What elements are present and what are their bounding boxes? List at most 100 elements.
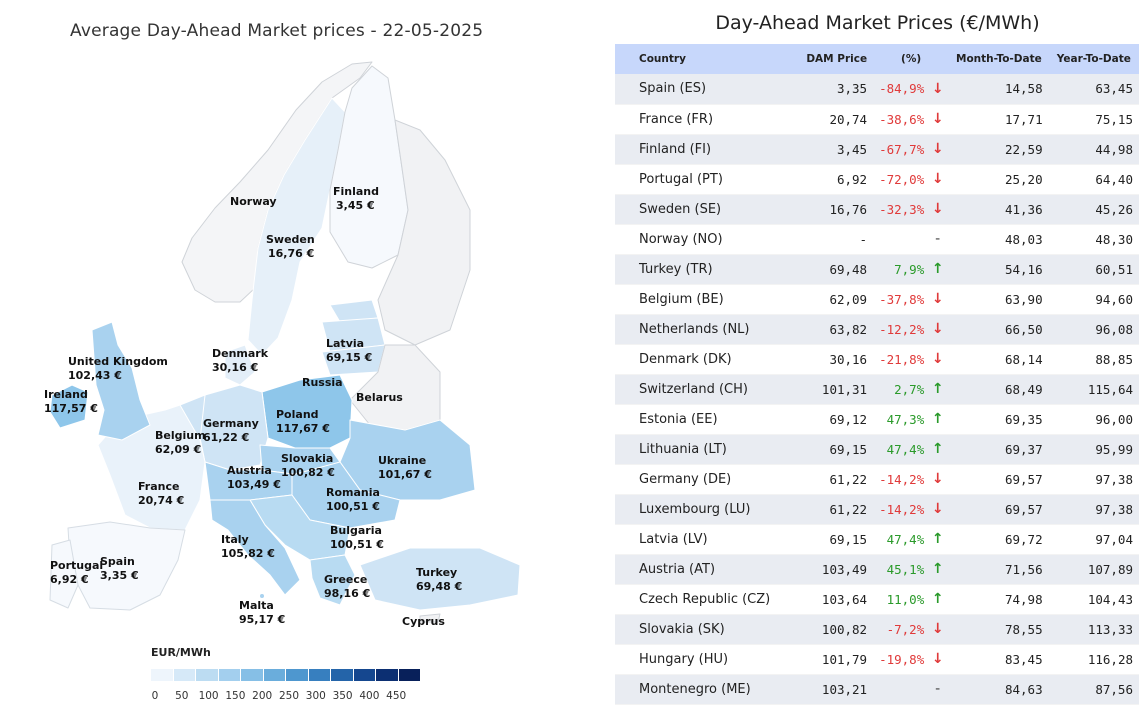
table-row[interactable]: France (FR) 20,74 -38,6% ↓ 17,71 75,15 — [615, 104, 1139, 134]
arrow-up-icon: ↑ — [931, 411, 944, 427]
table-title: Day-Ahead Market Prices (€/MWh) — [715, 12, 1040, 34]
legend-tick-label: 250 — [278, 690, 300, 702]
table-row[interactable]: Spain (ES) 3,35 -84,9% ↓ 14,58 63,45 — [615, 74, 1139, 104]
legend-swatch — [308, 669, 331, 681]
arrow-down-icon: ↓ — [931, 501, 944, 517]
cell-pct: -38,6% — [879, 111, 925, 127]
table-row[interactable]: Hungary (HU) 101,79 -19,8% ↓ 83,45 116,28 — [615, 644, 1139, 674]
arrow-up-icon: ↑ — [931, 261, 944, 277]
table-row[interactable]: Switzerland (CH) 101,31 2,7% ↑ 68,49 115,64 — [615, 374, 1139, 404]
cell-mtd: 84,63 — [1004, 681, 1043, 697]
cell-ytd: 48,30 — [1095, 231, 1133, 247]
table-row[interactable]: Belgium (BE) 62,09 -37,8% ↓ 63,90 94,60 — [615, 284, 1139, 314]
arrow-down-icon: ↓ — [931, 351, 944, 367]
map-country-ukraine[interactable] — [339, 419, 476, 501]
cell-ytd: 107,89 — [1087, 561, 1133, 577]
cell-pct — [873, 224, 926, 254]
cell-ytd: 94,60 — [1095, 291, 1133, 307]
cell-pct: -37,8% — [879, 291, 925, 307]
map-country-russia[interactable] — [377, 119, 471, 346]
cell-ytd: 96,08 — [1095, 321, 1133, 337]
table-row[interactable]: Latvia (LV) 69,15 47,4% ↑ 69,72 97,04 — [615, 524, 1139, 554]
table-row[interactable]: Portugal (PT) 6,92 -72,0% ↓ 25,20 64,40 — [615, 164, 1139, 194]
map-country-denmark[interactable] — [224, 344, 256, 386]
map-country-greece[interactable] — [309, 554, 356, 606]
cell-mtd: 66,50 — [1004, 321, 1043, 337]
table-row[interactable]: Montenegro (ME) 103,21 - 84,63 87,56 — [615, 674, 1139, 704]
table-row[interactable]: Sweden (SE) 16,76 -32,3% ↓ 41,36 45,26 — [615, 194, 1139, 224]
legend-swatch — [218, 669, 241, 681]
label-uk-name: United Kingdom — [68, 355, 168, 368]
map-country-finland[interactable] — [329, 65, 409, 269]
legend-tick-label: 0 — [151, 690, 159, 702]
table-row[interactable]: Finland (FI) 3,45 -67,7% ↓ 22,59 44,98 — [615, 134, 1139, 164]
label-bulgaria-name: Bulgaria — [330, 524, 382, 537]
cell-mtd: 17,71 — [1004, 111, 1043, 127]
legend-tick-label: 350 — [332, 690, 353, 702]
cell-ytd: 116,28 — [1087, 651, 1133, 667]
cell-dam-price: 100,82 — [821, 621, 868, 637]
arrow-down-icon: ↓ — [931, 321, 944, 337]
map-country-italy[interactable] — [209, 499, 301, 596]
cell-country: Belgium (BE) — [639, 291, 724, 307]
cell-pct: -84,9% — [879, 81, 925, 97]
table-row[interactable]: Luxembourg (LU) 61,22 -14,2% ↓ 69,57 97,38 — [615, 494, 1139, 524]
cell-country: France (FR) — [639, 111, 714, 127]
table-row[interactable]: Austria (AT) 103,49 45,1% ↑ 71,56 107,89 — [615, 554, 1139, 584]
table-row[interactable]: Slovakia (SK) 100,82 -7,2% ↓ 78,55 113,33 — [615, 614, 1139, 644]
cell-dam-price: 61,22 — [829, 501, 868, 517]
cell-ytd: 97,04 — [1095, 531, 1133, 547]
cell-dam-price: 6,92 — [836, 171, 868, 187]
arrow-down-icon: ↓ — [931, 111, 944, 127]
map-labels: Finland 3,45 € Norway Sweden 16,76 € Lat… — [44, 185, 462, 628]
col-header-ytd[interactable]: Year-To-Date — [1056, 53, 1131, 65]
legend-tick-label: 100 — [198, 690, 219, 702]
arrow-down-icon: ↓ — [931, 201, 944, 217]
cell-pct: -19,8% — [879, 651, 925, 667]
label-austria-price: 103,49 € — [227, 478, 281, 491]
map-country-cyprus[interactable] — [419, 613, 441, 623]
table-row[interactable]: Denmark (DK) 30,16 -21,8% ↓ 68,14 88,85 — [615, 344, 1139, 374]
col-header-dam-price[interactable]: DAM Price — [806, 53, 868, 65]
cell-country: Austria (AT) — [639, 561, 716, 577]
cell-country: Switzerland (CH) — [639, 381, 748, 397]
map-country-norway[interactable] — [181, 61, 373, 303]
col-header-country[interactable]: Country — [639, 53, 686, 65]
cell-country: Netherlands (NL) — [639, 321, 750, 337]
map-country-turkey[interactable] — [359, 547, 521, 611]
label-ireland-price: 117,57 € — [44, 402, 98, 415]
col-header-pct[interactable]: (%) — [901, 53, 922, 65]
cell-country: Turkey (TR) — [639, 261, 713, 277]
legend-color-scale — [151, 669, 421, 681]
label-france-price: 20,74 € — [138, 494, 184, 507]
table-row[interactable]: Lithuania (LT) 69,15 47,4% ↑ 69,37 95,99 — [615, 434, 1139, 464]
label-latvia-name: Latvia — [326, 337, 364, 350]
label-spain-name: Spain — [100, 555, 135, 568]
label-finland-name: Finland — [333, 185, 379, 198]
legend-tick-label: 50 — [175, 690, 189, 702]
map-country-portugal[interactable] — [49, 539, 79, 609]
label-belgium-price: 62,09 € — [155, 443, 201, 456]
map-country-united-kingdom[interactable] — [91, 321, 151, 441]
cell-pct: -67,7% — [879, 141, 925, 157]
map-country-sweden[interactable] — [247, 97, 346, 356]
cell-pct: 2,7% — [894, 381, 925, 397]
map-country-ireland[interactable] — [49, 384, 89, 429]
table-row[interactable]: Germany (DE) 61,22 -14,2% ↓ 69,57 97,38 — [615, 464, 1139, 494]
cell-pct: -21,8% — [879, 351, 925, 367]
table-row[interactable]: Norway (NO) - - 48,03 48,30 — [615, 224, 1139, 254]
map-country-malta[interactable] — [259, 593, 265, 599]
cell-ytd: 44,98 — [1095, 141, 1133, 157]
col-header-mtd[interactable]: Month-To-Date — [956, 53, 1042, 65]
table-row[interactable]: Estonia (EE) 69,12 47,3% ↑ 69,35 96,00 — [615, 404, 1139, 434]
cell-country: Luxembourg (LU) — [639, 501, 751, 517]
table-row[interactable]: Netherlands (NL) 63,82 -12,2% ↓ 66,50 96,08 — [615, 314, 1139, 344]
cell-dam-price: 103,49 — [821, 561, 868, 577]
legend-swatch — [353, 669, 376, 681]
table-row[interactable]: Turkey (TR) 69,48 7,9% ↑ 54,16 60,51 — [615, 254, 1139, 284]
cell-country: Latvia (LV) — [639, 531, 708, 547]
arrow-down-icon: ↓ — [931, 80, 944, 97]
label-italy-price: 105,82 € — [221, 547, 275, 560]
table-row[interactable]: Czech Republic (CZ) 103,64 11,0% ↑ 74,98 104,… — [615, 584, 1139, 614]
label-romania-price: 100,51 € — [326, 500, 380, 513]
